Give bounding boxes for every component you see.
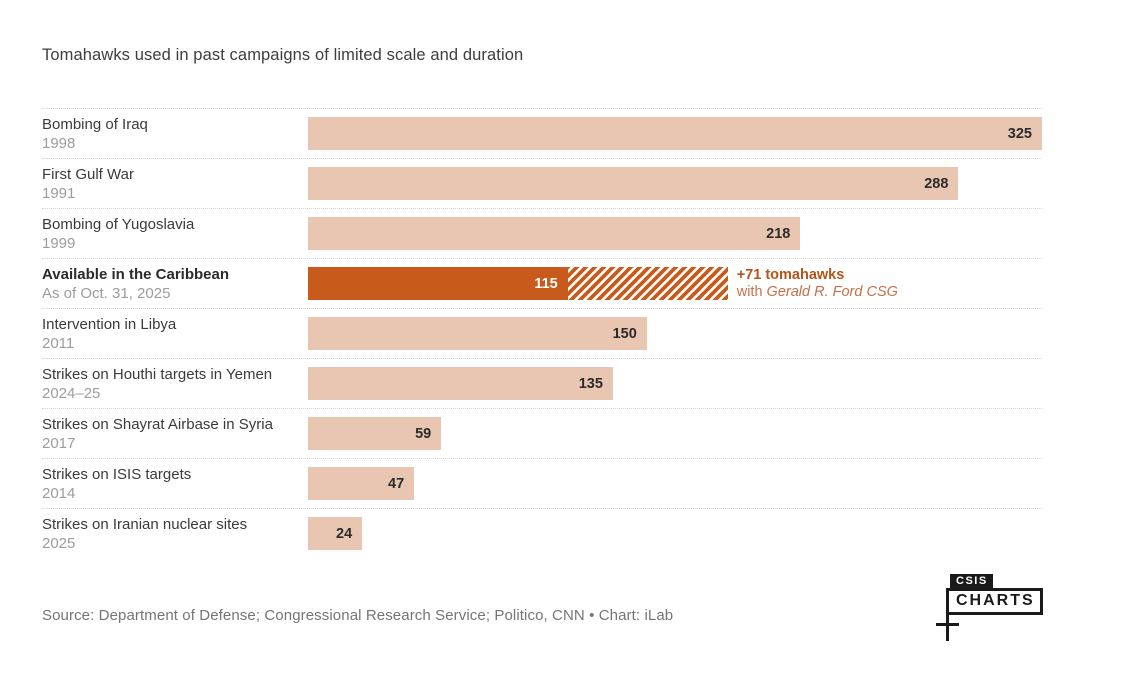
bar: 47 — [308, 467, 415, 500]
bar: 218 — [308, 217, 801, 250]
annotation-line2: with Gerald R. Ford CSG — [737, 284, 898, 301]
bar-value-label: 150 — [612, 325, 637, 342]
row-label-group: Bombing of Iraq 1998 — [42, 114, 308, 153]
row-sublabel: 1991 — [42, 185, 76, 202]
row-sublabel: 2024–25 — [42, 385, 101, 402]
bar-value-label: 135 — [578, 375, 603, 392]
csis-charts-logo: CSIS CHARTS — [936, 571, 1056, 646]
row-label: Bombing of Iraq — [42, 116, 148, 133]
bar-value-label: 24 — [336, 525, 353, 542]
chart-row: Strikes on Houthi targets in Yemen 2024–… — [42, 358, 1042, 408]
bar-area: 115 +71 tomahawks with Gerald R. Ford CS… — [308, 267, 1042, 300]
annotation-line2-italic: Gerald R. Ford CSG — [766, 283, 898, 300]
bar-area: 218 — [308, 217, 1042, 250]
chart-row: Available in the Caribbean As of Oct. 31… — [42, 258, 1042, 308]
row-sublabel: 2014 — [42, 485, 76, 502]
row-sublabel: 1998 — [42, 135, 76, 152]
chart-row: Strikes on Iranian nuclear sites 2025 24 — [42, 508, 1042, 558]
bar-area: 59 — [308, 417, 1042, 450]
bar: 325 — [308, 117, 1042, 150]
row-sublabel: 2025 — [42, 535, 76, 552]
source-note: Source: Department of Defense; Congressi… — [42, 607, 674, 624]
bar: 288 — [308, 167, 959, 200]
row-label-group: Strikes on Shayrat Airbase in Syria 2017 — [42, 414, 308, 453]
row-label: Strikes on ISIS targets — [42, 466, 192, 483]
row-label: Available in the Caribbean — [42, 266, 229, 283]
row-label-group: Bombing of Yugoslavia 1999 — [42, 214, 308, 253]
bar-value-label: 325 — [1007, 125, 1032, 142]
chart-row: Strikes on Shayrat Airbase in Syria 2017… — [42, 408, 1042, 458]
logo-charts-box: CHARTS — [946, 588, 1043, 615]
hatch-extension — [567, 267, 728, 300]
bar-area: 325 — [308, 117, 1042, 150]
logo-crossbar — [936, 623, 959, 626]
bar: 150 — [308, 317, 647, 350]
row-sublabel: As of Oct. 31, 2025 — [42, 285, 171, 302]
bar-value-label: 115 — [534, 275, 558, 292]
bar-value-label: 59 — [415, 425, 432, 442]
annotation-line1: +71 tomahawks — [736, 266, 845, 283]
row-sublabel: 2011 — [42, 335, 75, 352]
bar-chart: Bombing of Iraq 1998 325 First Gulf War … — [42, 108, 1042, 558]
chart-row: Strikes on ISIS targets 2014 47 — [42, 458, 1042, 508]
row-label-group: Available in the Caribbean As of Oct. 31… — [42, 264, 308, 303]
row-label: Strikes on Shayrat Airbase in Syria — [42, 416, 273, 433]
row-sublabel: 1999 — [42, 235, 76, 252]
chart-row: Intervention in Libya 2011 150 — [42, 308, 1042, 358]
bar-annotation: +71 tomahawks with Gerald R. Ford CSG — [737, 267, 898, 301]
row-label: First Gulf War — [42, 166, 134, 183]
bar: 59 — [308, 417, 442, 450]
row-label-group: First Gulf War 1991 — [42, 164, 308, 203]
bar: 24 — [308, 517, 363, 550]
row-label-group: Strikes on Iranian nuclear sites 2025 — [42, 514, 308, 553]
row-label: Bombing of Yugoslavia — [42, 216, 195, 233]
annotation-line2-prefix: with — [736, 283, 767, 300]
row-sublabel: 2017 — [42, 435, 76, 452]
bar-area: 288 — [308, 167, 1042, 200]
logo-csis-flag: CSIS — [950, 574, 993, 589]
row-label: Strikes on Houthi targets in Yemen — [42, 366, 273, 383]
chart-title: Tomahawks used in past campaigns of limi… — [42, 46, 524, 64]
bar: 115 — [308, 267, 568, 300]
row-label: Strikes on Iranian nuclear sites — [42, 516, 248, 533]
chart-row: Bombing of Iraq 1998 325 — [42, 108, 1042, 158]
bar-area: 150 — [308, 317, 1042, 350]
bar-value-label: 218 — [766, 225, 791, 242]
bar-area: 135 — [308, 367, 1042, 400]
bar-value-label: 288 — [924, 175, 949, 192]
chart-rows: Bombing of Iraq 1998 325 First Gulf War … — [42, 108, 1042, 558]
row-label-group: Strikes on ISIS targets 2014 — [42, 464, 308, 503]
bar-area: 47 — [308, 467, 1042, 500]
bar-value-label: 47 — [388, 475, 405, 492]
row-label-group: Strikes on Houthi targets in Yemen 2024–… — [42, 364, 308, 403]
chart-row: First Gulf War 1991 288 — [42, 158, 1042, 208]
chart-row: Bombing of Yugoslavia 1999 218 — [42, 208, 1042, 258]
bar-area: 24 — [308, 517, 1042, 550]
row-label-group: Intervention in Libya 2011 — [42, 314, 308, 353]
bar: 135 — [308, 367, 613, 400]
row-label: Intervention in Libya — [42, 316, 177, 333]
